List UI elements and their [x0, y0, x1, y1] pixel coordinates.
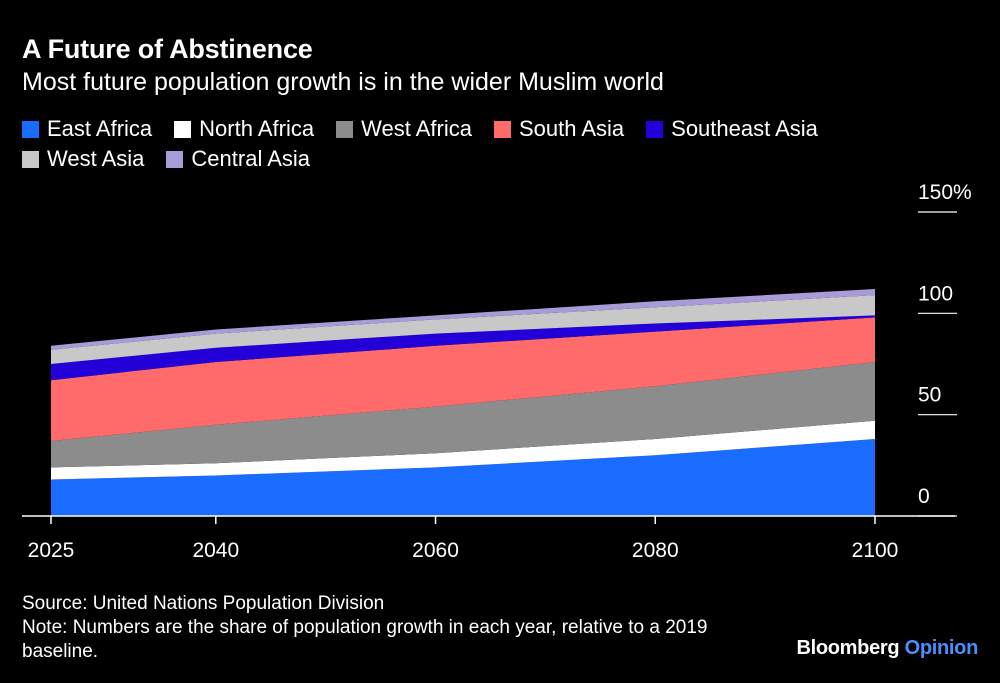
legend-label: West Asia [47, 146, 145, 171]
source-text: Source: United Nations Population Divisi… [22, 593, 385, 614]
x-tick-label: 2040 [192, 539, 239, 562]
legend-swatch [493, 120, 511, 138]
y-tick-label: 150% [918, 181, 972, 204]
legend-swatch [646, 120, 664, 138]
legend-item-west-asia: West Asia [22, 146, 145, 171]
area-central-asia [51, 289, 875, 350]
area-west-africa [51, 362, 875, 468]
brand-main: Bloomberg [796, 637, 900, 659]
legend-swatch [174, 120, 192, 138]
legend-label: Southeast Asia [671, 116, 818, 141]
legend-item-east-africa: East Africa [22, 116, 153, 141]
y-tick-label: 0 [918, 485, 930, 508]
area-south-asia [51, 317, 875, 441]
x-tick-label: 2100 [852, 539, 899, 562]
brand-sub: Opinion [904, 637, 979, 659]
legend-item-central-asia: Central Asia [166, 146, 311, 171]
legend-item-south-asia: South Asia [493, 116, 625, 141]
legend-label: West Africa [361, 116, 472, 141]
x-tick-label: 2025 [28, 539, 75, 562]
chart-title: A Future of Abstinence [22, 34, 313, 64]
legend-swatch [22, 120, 39, 138]
y-tick-label: 50 [918, 384, 941, 407]
x-tick-label: 2060 [412, 539, 459, 562]
legend-label: East Africa [47, 116, 153, 141]
legend-label: North Africa [199, 116, 315, 141]
legend-item-north-africa: North Africa [174, 116, 315, 141]
legend-item-west-africa: West Africa [336, 116, 472, 141]
legend-item-southeast-asia: Southeast Asia [646, 116, 818, 141]
x-tick-label: 2080 [632, 539, 679, 562]
legend-label: South Asia [518, 116, 625, 141]
area-west-asia [51, 295, 875, 364]
legend-label: Central Asia [191, 146, 311, 171]
legend-swatch [166, 150, 184, 168]
chart-footnotes: Source: United Nations Population Divisi… [22, 592, 782, 664]
legend-swatch [22, 150, 39, 168]
brand-logo: Bloomberg Opinion [796, 637, 978, 660]
area-north-africa [51, 420, 875, 480]
chart-subtitle: Most future population growth is in the … [22, 68, 664, 96]
note-text: Note: Numbers are the share of populatio… [22, 617, 708, 662]
area-east-africa [51, 439, 875, 516]
legend-swatch [336, 120, 354, 138]
chart-legend: East Africa North Africa West Africa South … [22, 116, 982, 171]
y-tick-label: 100 [918, 282, 953, 305]
